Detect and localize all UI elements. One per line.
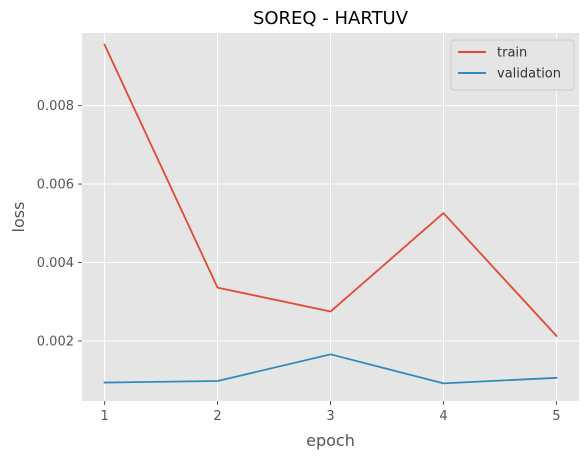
- legend-label-train: train: [497, 46, 527, 61]
- series-lines: [103, 43, 558, 385]
- x-axis-ticks: 1 2 3 4 5: [100, 401, 561, 424]
- x-tick-label: 3: [326, 409, 334, 424]
- x-tick-label: 4: [439, 409, 447, 424]
- y-tick-label: 0.006: [37, 178, 74, 193]
- y-tick-label: 0.004: [37, 256, 74, 271]
- y-tick-label: 0.008: [37, 99, 74, 114]
- legend: train validation: [450, 39, 575, 91]
- chart-title: SOREQ - HARTUV: [253, 8, 409, 29]
- grid-lines: [82, 33, 579, 401]
- y-tick-label: 0.002: [37, 334, 74, 349]
- y-axis-label: loss: [9, 202, 28, 233]
- x-tick-label: 5: [552, 409, 560, 424]
- x-tick-label: 2: [213, 409, 221, 424]
- legend-label-validation: validation: [497, 67, 561, 82]
- x-tick-label: 1: [100, 409, 108, 424]
- x-axis-label: epoch: [306, 431, 355, 450]
- y-axis-ticks: 0.002 0.004 0.006 0.008: [37, 99, 82, 349]
